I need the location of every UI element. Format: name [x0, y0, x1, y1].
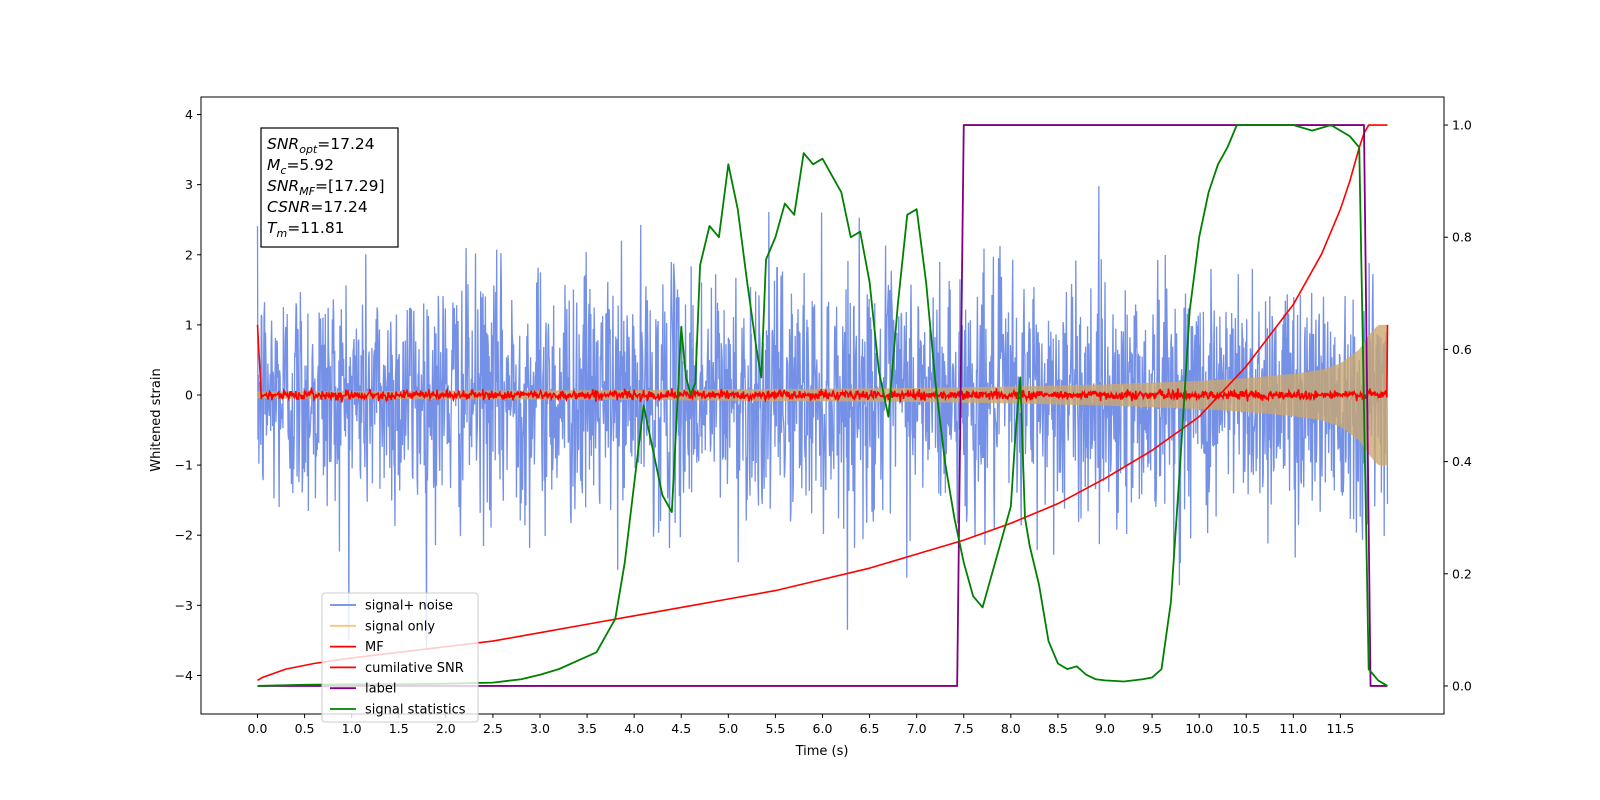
x-tick-label: 5.5 — [765, 721, 785, 736]
y-tick-label: 3 — [185, 177, 193, 192]
x-tick-label: 4.0 — [624, 721, 644, 736]
x-axis-label: Time (s) — [795, 744, 849, 759]
x-tick-label: 7.5 — [954, 721, 974, 736]
annotation-value: =17.24 — [317, 135, 374, 153]
y-tick-label: 4 — [185, 107, 193, 122]
y-tick-label: 0 — [185, 387, 193, 402]
x-tick-label: 6.5 — [860, 721, 880, 736]
y-tick-label: −4 — [175, 668, 193, 683]
x-tick-label: 0.0 — [248, 721, 268, 736]
legend: signal+ noise signal only MF cumilative SNR… — [321, 592, 479, 723]
series-mf — [256, 324, 1389, 403]
legend-frame — [321, 592, 479, 723]
x-tick-label: 10.0 — [1185, 721, 1213, 736]
annotation-line: CSNR=17.24 — [267, 198, 368, 216]
axes-layer: 0.0 0.5 1.0 1.5 2.0 2.5 3.0 3.5 4.0 4.5 5.0 5.5 6.0 6… — [175, 107, 1472, 736]
x-tick-label: 9.5 — [1142, 721, 1162, 736]
annotation-name: M — [267, 156, 280, 174]
annotation-line: Mc=5.92 — [267, 156, 334, 177]
annotation-name: SNR — [267, 177, 299, 195]
series-layer — [256, 124, 1389, 687]
x-tick-label: 11.5 — [1326, 721, 1354, 736]
x-tick-label: 8.5 — [1048, 721, 1068, 736]
series-signal-noise — [256, 186, 1389, 651]
series-label — [257, 124, 1388, 687]
y2-tick-label: 0.8 — [1452, 230, 1472, 245]
x-tick-label: 1.0 — [342, 721, 362, 736]
x-tick-label: 0.5 — [295, 721, 315, 736]
annotation-box-frame — [260, 127, 399, 248]
y-tick-label: −2 — [175, 528, 193, 543]
x-tick-label: 6.0 — [813, 721, 833, 736]
x-tick-label: 2.5 — [483, 721, 503, 736]
annotation-value: =5.92 — [286, 156, 334, 174]
x-tick-label: 3.0 — [530, 721, 550, 736]
y-tick-label: −3 — [175, 598, 193, 613]
x-tick-label: 9.0 — [1095, 721, 1115, 736]
x-tick-label: 3.5 — [577, 721, 597, 736]
y-tick-label: 1 — [185, 317, 193, 332]
y-tick-label: −1 — [175, 458, 193, 473]
y2-tick-label: 0.0 — [1452, 678, 1472, 693]
annotation-value: =17.24 — [310, 198, 367, 216]
x-tick-label: 5.0 — [718, 721, 738, 736]
x-tick-label: 7.0 — [907, 721, 927, 736]
annotation-line: SNRMF=[17.29] — [267, 177, 385, 198]
legend-label: MF — [365, 640, 384, 655]
annotation-name: SNR — [267, 135, 299, 153]
annotation-box: SNRopt=17.24Mc=5.92SNRMF=[17.29]CSNR=17.… — [260, 127, 399, 248]
x-tick-label: 10.5 — [1232, 721, 1260, 736]
annotation-line: SNRopt=17.24 — [267, 135, 375, 156]
annotation-value: =11.81 — [287, 219, 344, 237]
y2-tick-label: 0.6 — [1452, 342, 1472, 357]
x-tick-label: 11.0 — [1279, 721, 1307, 736]
annotation-subscript: m — [276, 227, 287, 240]
y-axis-label: Whitened strain — [149, 368, 164, 471]
annotation-subscript: opt — [299, 143, 318, 156]
x-tick-label: 8.0 — [1001, 721, 1021, 736]
annotation-name: CSNR — [267, 198, 310, 216]
series-signal-statistics — [257, 124, 1388, 687]
y2-tick-label: 0.2 — [1452, 566, 1472, 581]
x-tick-label: 4.5 — [671, 721, 691, 736]
x-tick-label: 2.0 — [436, 721, 456, 736]
annotation-line: Tm=11.81 — [267, 219, 345, 240]
y2-tick-label: 0.4 — [1452, 454, 1472, 469]
legend-label: signal statistics — [365, 703, 466, 718]
annotation-name: T — [267, 219, 278, 237]
annotation-subscript: c — [280, 164, 286, 177]
y-tick-label: 2 — [185, 247, 193, 262]
legend-label: signal+ noise — [365, 599, 453, 614]
y2-tick-label: 1.0 — [1452, 118, 1472, 133]
x-tick-label: 1.5 — [389, 721, 409, 736]
annotation-value: =[17.29] — [315, 177, 384, 195]
legend-label: label — [365, 682, 396, 697]
legend-label: cumilative SNR — [365, 661, 464, 676]
legend-label: signal only — [365, 619, 435, 634]
annotation-subscript: MF — [299, 185, 315, 198]
